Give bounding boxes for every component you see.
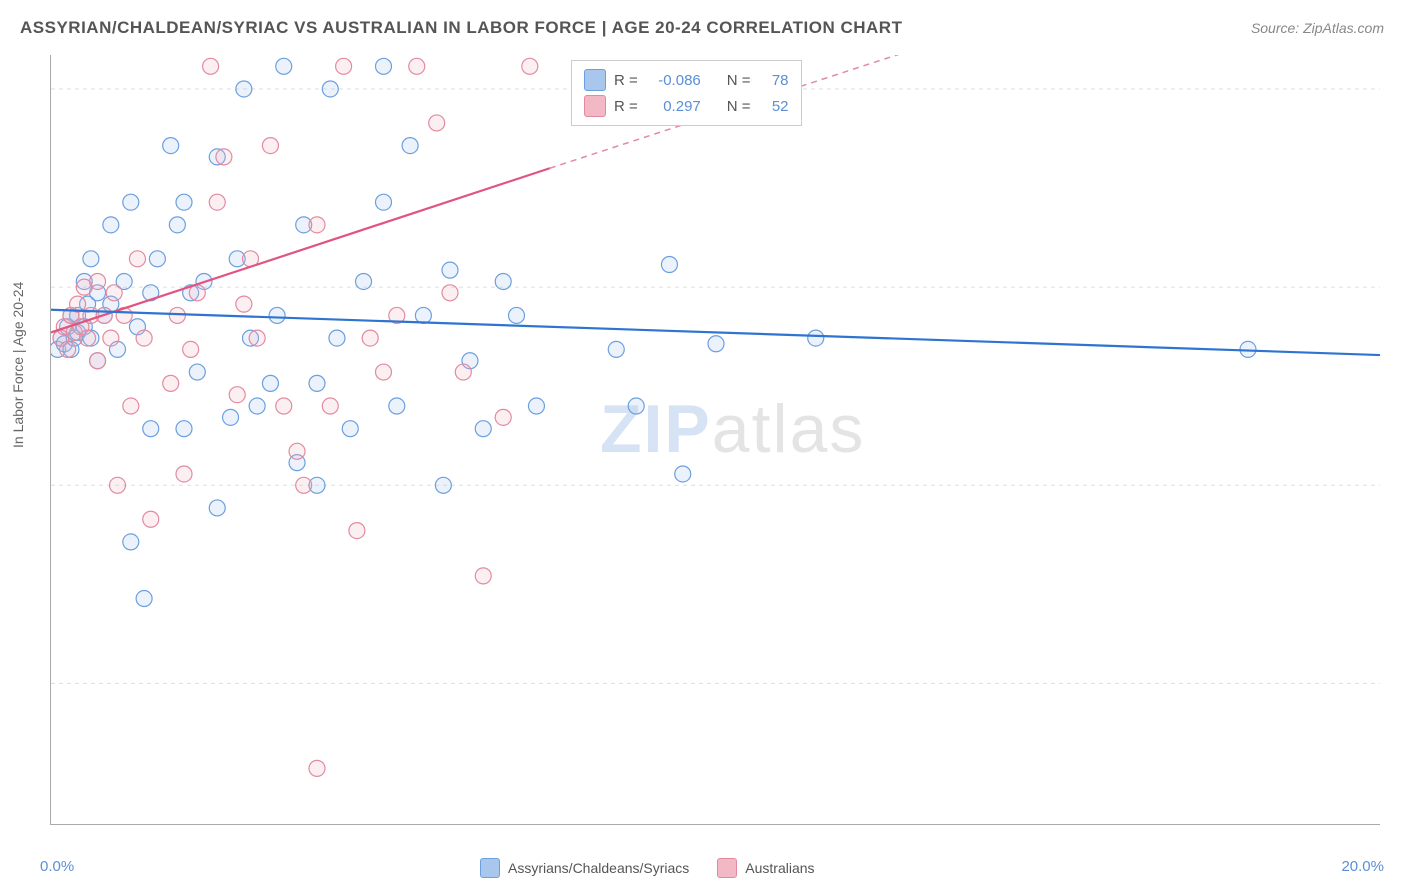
correlation-legend: R = -0.086 N = 78 R = 0.297 N = 52 [571, 60, 802, 126]
legend-item: Australians [717, 858, 814, 878]
y-tick-label: 82.5% [1390, 279, 1406, 296]
legend-n-label: N = [727, 72, 751, 89]
legend-n-value: 78 [759, 72, 789, 89]
chart-title: ASSYRIAN/CHALDEAN/SYRIAC VS AUSTRALIAN I… [20, 18, 902, 38]
chart-svg [51, 55, 1380, 824]
legend-r-label: R = [614, 72, 638, 89]
y-tick-label: 47.5% [1390, 675, 1406, 692]
source-attribution: Source: ZipAtlas.com [1251, 20, 1384, 36]
legend-swatch [717, 858, 737, 878]
legend-row: R = 0.297 N = 52 [584, 93, 789, 119]
x-tick-label-max: 20.0% [1341, 858, 1384, 875]
legend-swatch [584, 95, 606, 117]
chart-container: ASSYRIAN/CHALDEAN/SYRIAC VS AUSTRALIAN I… [0, 0, 1406, 892]
plot-area: 47.5%82.5% [50, 55, 1380, 825]
y-axis-label: In Labor Force | Age 20-24 [10, 282, 26, 448]
legend-r-value: -0.086 [646, 72, 701, 89]
legend-r-value: 0.297 [646, 98, 701, 115]
legend-label: Assyrians/Chaldeans/Syriacs [508, 860, 689, 876]
legend-item: Assyrians/Chaldeans/Syriacs [480, 858, 689, 878]
legend-n-label: N = [727, 98, 751, 115]
legend-label: Australians [745, 860, 814, 876]
legend-swatch [584, 69, 606, 91]
legend-row: R = -0.086 N = 78 [584, 67, 789, 93]
legend-r-label: R = [614, 98, 638, 115]
legend-n-value: 52 [759, 98, 789, 115]
legend-swatch [480, 858, 500, 878]
x-tick-label-min: 0.0% [40, 858, 74, 875]
series-legend: Assyrians/Chaldeans/Syriacs Australians [480, 858, 815, 878]
